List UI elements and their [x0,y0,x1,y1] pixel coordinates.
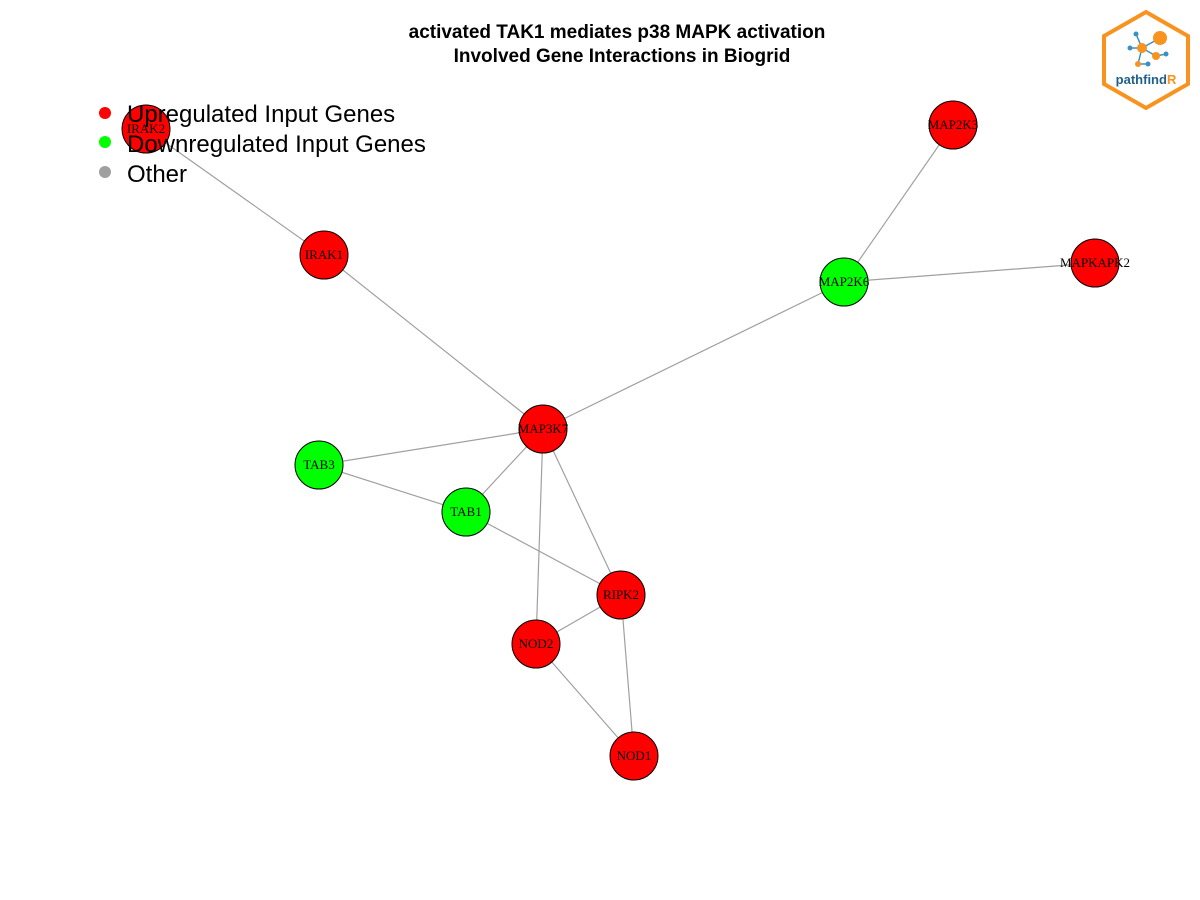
node-circle-irak1[interactable] [299,230,349,280]
legend-label-down: Downregulated Input Genes [127,131,426,158]
node-label-map2k3: MAP2K3 [928,117,979,132]
node-mapkapk2[interactable]: MAPKAPK2 [1060,238,1130,288]
node-label-map2k6: MAP2K6 [819,274,870,289]
logo-text-accent: R [1167,72,1177,87]
node-tab3[interactable]: TAB3 [294,440,344,490]
node-map3k7[interactable]: MAP3K7 [518,404,569,454]
node-label-mapkapk2: MAPKAPK2 [1060,255,1130,270]
edge-map2k3-map2k6 [843,124,954,283]
logo-hexagon [1102,9,1190,111]
edge-map3k7-ripk2 [542,428,622,596]
edge-ripk2-nod1 [620,594,635,757]
logo-text: pathfindR [1116,72,1177,87]
legend-dot-up [99,107,111,119]
legend-label-other: Other [127,161,187,188]
legend: Upregulated Input Genes Downregulated In… [99,101,426,188]
edge-irak2-irak1 [145,128,325,256]
edge-nod2-nod1 [535,643,635,757]
node-map2k6[interactable]: MAP2K6 [819,257,870,307]
nodes-layer: IRAK2 IRAK1 MAP2K3 MAP2K6 MAPKAPK2 MAP3K7 TAB3… [121,100,1130,781]
node-circle-map2k6[interactable] [819,257,869,307]
node-label-irak1: IRAK1 [305,247,343,262]
node-circle-map3k7[interactable] [518,404,568,454]
node-label-tab1: TAB1 [450,504,481,519]
node-ripk2[interactable]: RIPK2 [596,570,646,620]
node-label-ripk2: RIPK2 [603,587,639,602]
node-label-nod1: NOD1 [617,748,652,763]
logo-text-main: pathfind [1116,72,1167,87]
node-label-tab3: TAB3 [303,457,334,472]
edge-map2k6-mapkapk2 [843,262,1096,283]
node-circle-tab3[interactable] [294,440,344,490]
node-circle-map2k3[interactable] [928,100,978,150]
edge-tab3-tab1 [318,464,467,513]
edge-map3k7-nod2 [535,428,544,645]
node-circle-nod1[interactable] [609,731,659,781]
pathfindr-logo: pathfindR [1102,9,1190,111]
node-circle-irak2[interactable] [121,104,171,154]
node-nod2[interactable]: NOD2 [511,619,561,669]
legend-dot-other [99,166,111,178]
network-icon [1127,31,1169,67]
node-nod1[interactable]: NOD1 [609,731,659,781]
edge-map3k7-tab3 [318,428,544,466]
node-label-map3k7: MAP3K7 [518,421,569,436]
legend-dot-down [99,136,111,148]
node-irak1[interactable]: IRAK1 [299,230,349,280]
node-tab1[interactable]: TAB1 [441,487,491,537]
edges-layer [145,124,1096,757]
node-label-nod2: NOD2 [519,636,554,651]
edge-tab1-ripk2 [465,511,622,596]
node-circle-nod2[interactable] [511,619,561,669]
node-map2k3[interactable]: MAP2K3 [928,100,979,150]
edge-irak1-map3k7 [323,254,544,430]
diagram-title-line2: Involved Gene Interactions in Biogrid [454,46,791,67]
node-label-irak2: IRAK2 [127,121,165,136]
node-irak2[interactable]: IRAK2 [121,104,171,154]
node-circle-mapkapk2[interactable] [1070,238,1120,288]
node-circle-ripk2[interactable] [596,570,646,620]
node-circle-tab1[interactable] [441,487,491,537]
diagram-title-line1: activated TAK1 mediates p38 MAPK activat… [409,22,826,43]
legend-label-up: Upregulated Input Genes [127,101,395,128]
edge-map2k6-map3k7 [542,281,845,430]
